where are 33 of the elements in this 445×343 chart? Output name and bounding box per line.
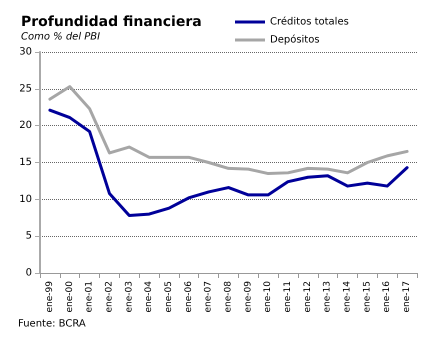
x-tick-label: ene-05 xyxy=(164,281,174,312)
x-tick-label: ene-04 xyxy=(144,280,154,312)
y-tick-label: 0 xyxy=(26,268,32,278)
x-tick-label: ene-00 xyxy=(64,280,75,312)
x-tick-label: ene-17 xyxy=(402,281,412,312)
y-tick-label: 30 xyxy=(19,46,32,58)
y-tick-label: 20 xyxy=(19,120,32,132)
x-tick-label: ene-06 xyxy=(184,280,194,312)
chart-title: Profundidad financiera xyxy=(21,14,202,30)
x-tick-label: ene-09 xyxy=(243,280,254,312)
x-tick-label: ene-03 xyxy=(124,281,134,312)
x-tick-label: ene-01 xyxy=(84,281,95,312)
chart-subtitle: Como % del PBI xyxy=(21,32,100,42)
y-tick-label: 10 xyxy=(19,194,32,205)
x-tick-label: ene-16 xyxy=(382,280,392,312)
x-tick-label: ene-07 xyxy=(204,281,214,312)
legend-label: Depósitos xyxy=(270,34,320,46)
x-tick-label: ene-13 xyxy=(322,281,333,312)
legend-label: Créditos totales xyxy=(270,16,349,28)
x-tick-label: ene-02 xyxy=(104,281,114,312)
y-tick-label: 5 xyxy=(26,230,32,242)
x-tick-label: ene-15 xyxy=(362,281,372,312)
source-note: Fuente: BCRA xyxy=(18,318,86,330)
line-series xyxy=(48,108,409,218)
x-tick-label: ene-14 xyxy=(342,280,353,312)
y-tick-label: 25 xyxy=(19,83,32,94)
x-tick-label: ene-99 xyxy=(44,280,55,312)
x-tick-label: ene-11 xyxy=(283,281,294,312)
x-tick-label: ene-08 xyxy=(224,280,234,312)
y-tick-label: 15 xyxy=(19,157,32,168)
x-tick-label: ene-12 xyxy=(302,281,313,312)
x-tick-label: ene-10 xyxy=(263,280,274,312)
line-series xyxy=(48,85,409,176)
